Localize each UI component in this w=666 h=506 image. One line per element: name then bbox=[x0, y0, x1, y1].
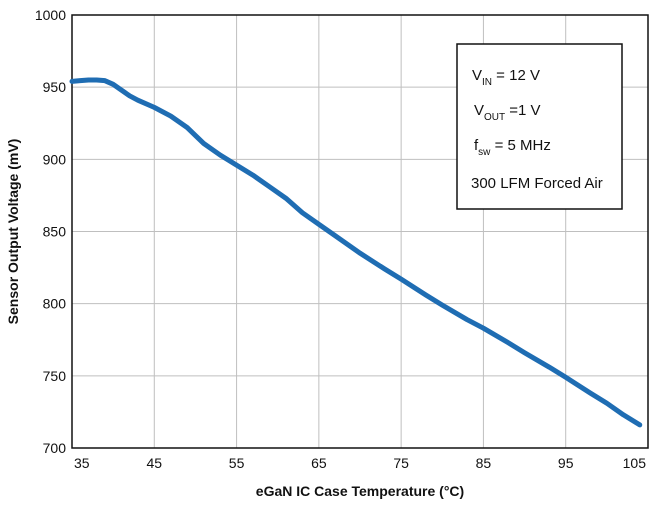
x-tick-label: 35 bbox=[74, 455, 90, 471]
y-tick-label: 750 bbox=[43, 368, 67, 384]
y-tick-label: 800 bbox=[43, 296, 67, 312]
plot-frame-layer bbox=[71, 14, 649, 449]
y-tick-label: 850 bbox=[43, 224, 67, 240]
x-tick-label: 105 bbox=[623, 455, 647, 471]
series-layer bbox=[69, 77, 643, 428]
y-tick-label: 700 bbox=[43, 440, 67, 456]
x-tick-label: 55 bbox=[229, 455, 245, 471]
x-tick-label: 95 bbox=[558, 455, 574, 471]
annotation-line: fsw = 5 MHz bbox=[474, 137, 551, 158]
x-tick-label: 65 bbox=[311, 455, 327, 471]
annotation-box bbox=[456, 43, 623, 210]
tick-label-layer: 35 45 55 65 75 85 95 105 700 750 800 850 900 950 1000 bbox=[35, 7, 646, 471]
x-tick-label: 45 bbox=[146, 455, 162, 471]
x-axis-title: eGaN IC Case Temperature (°C) bbox=[256, 483, 464, 499]
y-tick-label: 1000 bbox=[35, 7, 66, 23]
annotation-line: 300 LFM Forced Air bbox=[471, 175, 603, 192]
annotation-box-layer: VIN = 12 V VOUT =1 V fsw = 5 MHz 300 LFM Fo… bbox=[456, 43, 623, 210]
x-tick-label: 75 bbox=[393, 455, 409, 471]
annotation-line: VIN = 12 V bbox=[472, 67, 540, 88]
y-tick-label: 950 bbox=[43, 79, 67, 95]
y-tick-label: 900 bbox=[43, 151, 67, 167]
annotation-line: VOUT =1 V bbox=[474, 102, 541, 123]
series-line-0 bbox=[69, 77, 643, 428]
plot-frame bbox=[71, 14, 649, 449]
y-axis-title: Sensor Output Voltage (mV) bbox=[5, 139, 21, 325]
x-tick-label: 85 bbox=[476, 455, 492, 471]
